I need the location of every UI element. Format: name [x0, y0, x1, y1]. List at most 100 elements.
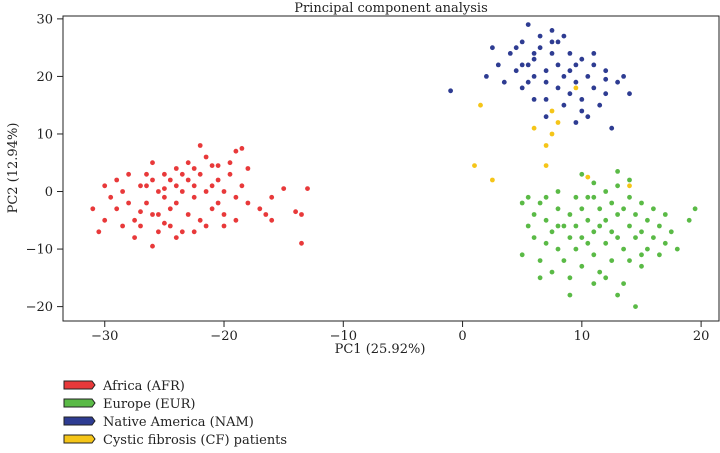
- data-point: [245, 200, 251, 206]
- legend-item: Cystic fibrosis (CF) patients: [63, 433, 287, 448]
- data-point: [185, 177, 191, 183]
- data-point: [102, 183, 108, 189]
- data-point: [495, 62, 501, 68]
- data-point: [603, 189, 609, 194]
- data-point: [281, 186, 287, 192]
- data-point: [257, 206, 263, 212]
- data-point: [633, 212, 638, 217]
- data-point: [531, 74, 537, 79]
- data-point: [615, 79, 620, 85]
- data-point: [561, 33, 567, 39]
- data-point: [674, 246, 680, 252]
- data-point: [173, 235, 179, 241]
- data-point: [579, 171, 585, 177]
- data-point: [543, 163, 549, 169]
- data-point: [215, 200, 221, 206]
- data-point: [531, 56, 537, 62]
- data-point: [561, 102, 567, 108]
- data-point: [573, 62, 579, 68]
- data-point: [167, 177, 173, 183]
- data-point: [90, 206, 96, 212]
- data-point: [507, 51, 513, 56]
- data-point: [513, 45, 519, 51]
- data-point: [209, 206, 215, 212]
- data-point: [191, 194, 197, 200]
- data-point: [197, 143, 203, 148]
- data-point: [531, 97, 537, 102]
- data-point: [627, 223, 632, 229]
- data-point: [209, 183, 215, 189]
- data-point: [543, 217, 549, 223]
- data-point: [555, 206, 561, 212]
- data-point: [227, 171, 233, 177]
- data-point: [173, 183, 179, 189]
- data-point: [657, 223, 662, 229]
- data-point: [197, 217, 203, 223]
- data-point: [549, 229, 555, 235]
- legend-label: Native America (NAM): [103, 415, 254, 430]
- data-point: [579, 56, 585, 62]
- data-point: [537, 200, 543, 206]
- data-point: [567, 212, 573, 217]
- data-point: [144, 200, 149, 206]
- data-point: [144, 171, 149, 177]
- data-point: [585, 217, 591, 223]
- data-point: [585, 194, 591, 200]
- data-point: [203, 154, 209, 160]
- plot-frame: [62, 15, 720, 322]
- y-tick-label: 30: [36, 12, 53, 27]
- data-point: [555, 189, 561, 194]
- data-point: [519, 200, 525, 206]
- legend-swatch: [63, 398, 96, 408]
- data-point: [573, 223, 579, 229]
- data-point: [549, 51, 555, 56]
- data-point: [639, 229, 644, 235]
- data-point: [573, 120, 579, 125]
- data-point: [639, 263, 644, 269]
- data-point: [591, 85, 597, 91]
- data-point: [305, 186, 310, 192]
- data-point: [233, 217, 239, 223]
- data-point: [150, 212, 155, 217]
- data-point: [156, 189, 161, 194]
- data-point: [692, 206, 698, 212]
- data-points: [90, 22, 698, 309]
- data-point: [525, 194, 531, 200]
- data-point: [597, 223, 603, 229]
- data-point: [615, 235, 620, 241]
- data-point: [525, 223, 531, 229]
- data-point: [597, 269, 603, 275]
- data-point: [645, 246, 650, 252]
- data-point: [120, 223, 125, 229]
- data-point: [126, 171, 131, 177]
- data-point: [621, 246, 626, 252]
- data-point: [555, 85, 561, 91]
- data-point: [591, 252, 597, 258]
- data-point: [567, 91, 573, 97]
- data-point: [555, 62, 561, 68]
- data-point: [579, 108, 585, 114]
- data-point: [549, 39, 555, 45]
- data-point: [513, 68, 519, 74]
- data-point: [609, 258, 615, 263]
- data-point: [269, 194, 275, 200]
- legend-item: Africa (AFR): [63, 379, 185, 394]
- data-point: [150, 243, 155, 249]
- data-point: [627, 258, 632, 263]
- data-point: [173, 166, 179, 171]
- data-point: [167, 223, 173, 229]
- data-point: [621, 206, 626, 212]
- data-point: [531, 212, 537, 217]
- y-tick-label: 20: [36, 70, 53, 85]
- data-point: [633, 235, 638, 241]
- data-point: [472, 163, 477, 169]
- data-point: [299, 212, 304, 217]
- data-point: [519, 85, 525, 91]
- data-point: [215, 163, 221, 169]
- data-point: [567, 68, 573, 74]
- data-point: [138, 183, 143, 189]
- data-point: [615, 169, 620, 174]
- data-point: [191, 166, 197, 171]
- data-point: [108, 194, 114, 200]
